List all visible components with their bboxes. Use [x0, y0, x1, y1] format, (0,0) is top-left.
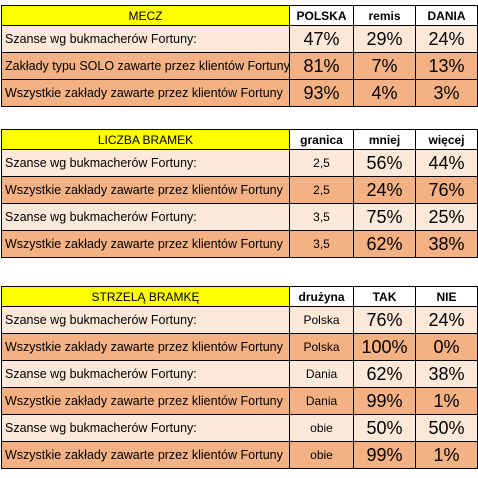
column-header[interactable]: DANIA: [415, 5, 478, 26]
value-cell[interactable]: 47%: [289, 25, 354, 53]
threshold-cell[interactable]: 2,5: [289, 176, 354, 204]
value-cell[interactable]: 29%: [353, 25, 416, 53]
column-header[interactable]: drużyna: [289, 286, 354, 307]
value-cell[interactable]: 62%: [353, 230, 416, 258]
table-row: Wszystkie zakłady zawarte przez klientów…: [1, 387, 478, 415]
value-cell[interactable]: 1%: [415, 441, 478, 469]
table-row: Zakłady typu SOLO zawarte przez klientów…: [1, 52, 478, 80]
section-title[interactable]: MECZ: [1, 5, 290, 26]
threshold-cell[interactable]: 3,5: [289, 203, 354, 231]
value-cell[interactable]: 100%: [353, 333, 416, 361]
column-header[interactable]: mniej: [353, 129, 416, 150]
table-row: Wszystkie zakłady zawarte przez klientów…: [1, 230, 478, 258]
column-header[interactable]: więcej: [415, 129, 478, 150]
value-cell[interactable]: 13%: [415, 52, 478, 80]
row-label[interactable]: Wszystkie zakłady zawarte przez klientów…: [1, 387, 290, 415]
column-header[interactable]: remis: [353, 5, 416, 26]
section-title[interactable]: LICZBA BRAMEK: [1, 129, 290, 150]
table-row: Szanse wg bukmacherów Fortuny: 2,5 56% 4…: [1, 149, 478, 177]
table-row: Szanse wg bukmacherów Fortuny: Polska 76…: [1, 306, 478, 334]
column-header[interactable]: POLSKA: [289, 5, 354, 26]
table-row: Wszystkie zakłady zawarte przez klientów…: [1, 79, 478, 107]
table-row: Szanse wg bukmacherów Fortuny: obie 50% …: [1, 414, 478, 442]
table-row: Szanse wg bukmacherów Fortuny: 47% 29% 2…: [1, 25, 478, 53]
will-score-table: STRZELĄ BRAMKĘ drużyna TAK NIE Szanse wg…: [1, 286, 478, 469]
header-row: STRZELĄ BRAMKĘ drużyna TAK NIE: [1, 286, 478, 307]
value-cell[interactable]: 24%: [415, 25, 478, 53]
team-cell[interactable]: obie: [289, 441, 354, 469]
column-header[interactable]: TAK: [353, 286, 416, 307]
row-label[interactable]: Wszystkie zakłady zawarte przez klientów…: [1, 441, 290, 469]
row-label[interactable]: Wszystkie zakłady zawarte przez klientów…: [1, 79, 290, 107]
row-label[interactable]: Szanse wg bukmacherów Fortuny:: [1, 360, 290, 388]
value-cell[interactable]: 1%: [415, 387, 478, 415]
value-cell[interactable]: 3%: [415, 79, 478, 107]
row-label[interactable]: Szanse wg bukmacherów Fortuny:: [1, 149, 290, 177]
team-cell[interactable]: obie: [289, 414, 354, 442]
value-cell[interactable]: 50%: [353, 414, 416, 442]
threshold-cell[interactable]: 2,5: [289, 149, 354, 177]
table-row: Wszystkie zakłady zawarte przez klientów…: [1, 441, 478, 469]
value-cell[interactable]: 62%: [353, 360, 416, 388]
value-cell[interactable]: 4%: [353, 79, 416, 107]
row-label[interactable]: Szanse wg bukmacherów Fortuny:: [1, 306, 290, 334]
table-row: Szanse wg bukmacherów Fortuny: Dania 62%…: [1, 360, 478, 388]
section-title[interactable]: STRZELĄ BRAMKĘ: [1, 286, 290, 307]
value-cell[interactable]: 25%: [415, 203, 478, 231]
value-cell[interactable]: 99%: [353, 387, 416, 415]
team-cell[interactable]: Polska: [289, 333, 354, 361]
table-row: Wszystkie zakłady zawarte przez klientów…: [1, 176, 478, 204]
match-table: MECZ POLSKA remis DANIA Szanse wg bukmac…: [1, 5, 478, 107]
row-label[interactable]: Wszystkie zakłady zawarte przez klientów…: [1, 333, 290, 361]
value-cell[interactable]: 76%: [353, 306, 416, 334]
value-cell[interactable]: 76%: [415, 176, 478, 204]
row-label[interactable]: Szanse wg bukmacherów Fortuny:: [1, 414, 290, 442]
value-cell[interactable]: 50%: [415, 414, 478, 442]
team-cell[interactable]: Polska: [289, 306, 354, 334]
value-cell[interactable]: 93%: [289, 79, 354, 107]
value-cell[interactable]: 44%: [415, 149, 478, 177]
row-label[interactable]: Szanse wg bukmacherów Fortuny:: [1, 25, 290, 53]
column-header[interactable]: NIE: [415, 286, 478, 307]
threshold-cell[interactable]: 3,5: [289, 230, 354, 258]
team-cell[interactable]: Dania: [289, 360, 354, 388]
value-cell[interactable]: 38%: [415, 360, 478, 388]
header-row: MECZ POLSKA remis DANIA: [1, 5, 478, 26]
value-cell[interactable]: 81%: [289, 52, 354, 80]
value-cell[interactable]: 24%: [353, 176, 416, 204]
value-cell[interactable]: 7%: [353, 52, 416, 80]
value-cell[interactable]: 56%: [353, 149, 416, 177]
goals-count-table: LICZBA BRAMEK granica mniej więcej Szans…: [1, 129, 478, 258]
row-label[interactable]: Wszystkie zakłady zawarte przez klientów…: [1, 176, 290, 204]
header-row: LICZBA BRAMEK granica mniej więcej: [1, 129, 478, 150]
value-cell[interactable]: 38%: [415, 230, 478, 258]
value-cell[interactable]: 0%: [415, 333, 478, 361]
table-row: Szanse wg bukmacherów Fortuny: 3,5 75% 2…: [1, 203, 478, 231]
row-label[interactable]: Wszystkie zakłady zawarte przez klientów…: [1, 230, 290, 258]
row-label[interactable]: Zakłady typu SOLO zawarte przez klientów…: [1, 52, 290, 80]
column-header[interactable]: granica: [289, 129, 354, 150]
value-cell[interactable]: 24%: [415, 306, 478, 334]
team-cell[interactable]: Dania: [289, 387, 354, 415]
value-cell[interactable]: 75%: [353, 203, 416, 231]
row-label[interactable]: Szanse wg bukmacherów Fortuny:: [1, 203, 290, 231]
value-cell[interactable]: 99%: [353, 441, 416, 469]
table-row: Wszystkie zakłady zawarte przez klientów…: [1, 333, 478, 361]
